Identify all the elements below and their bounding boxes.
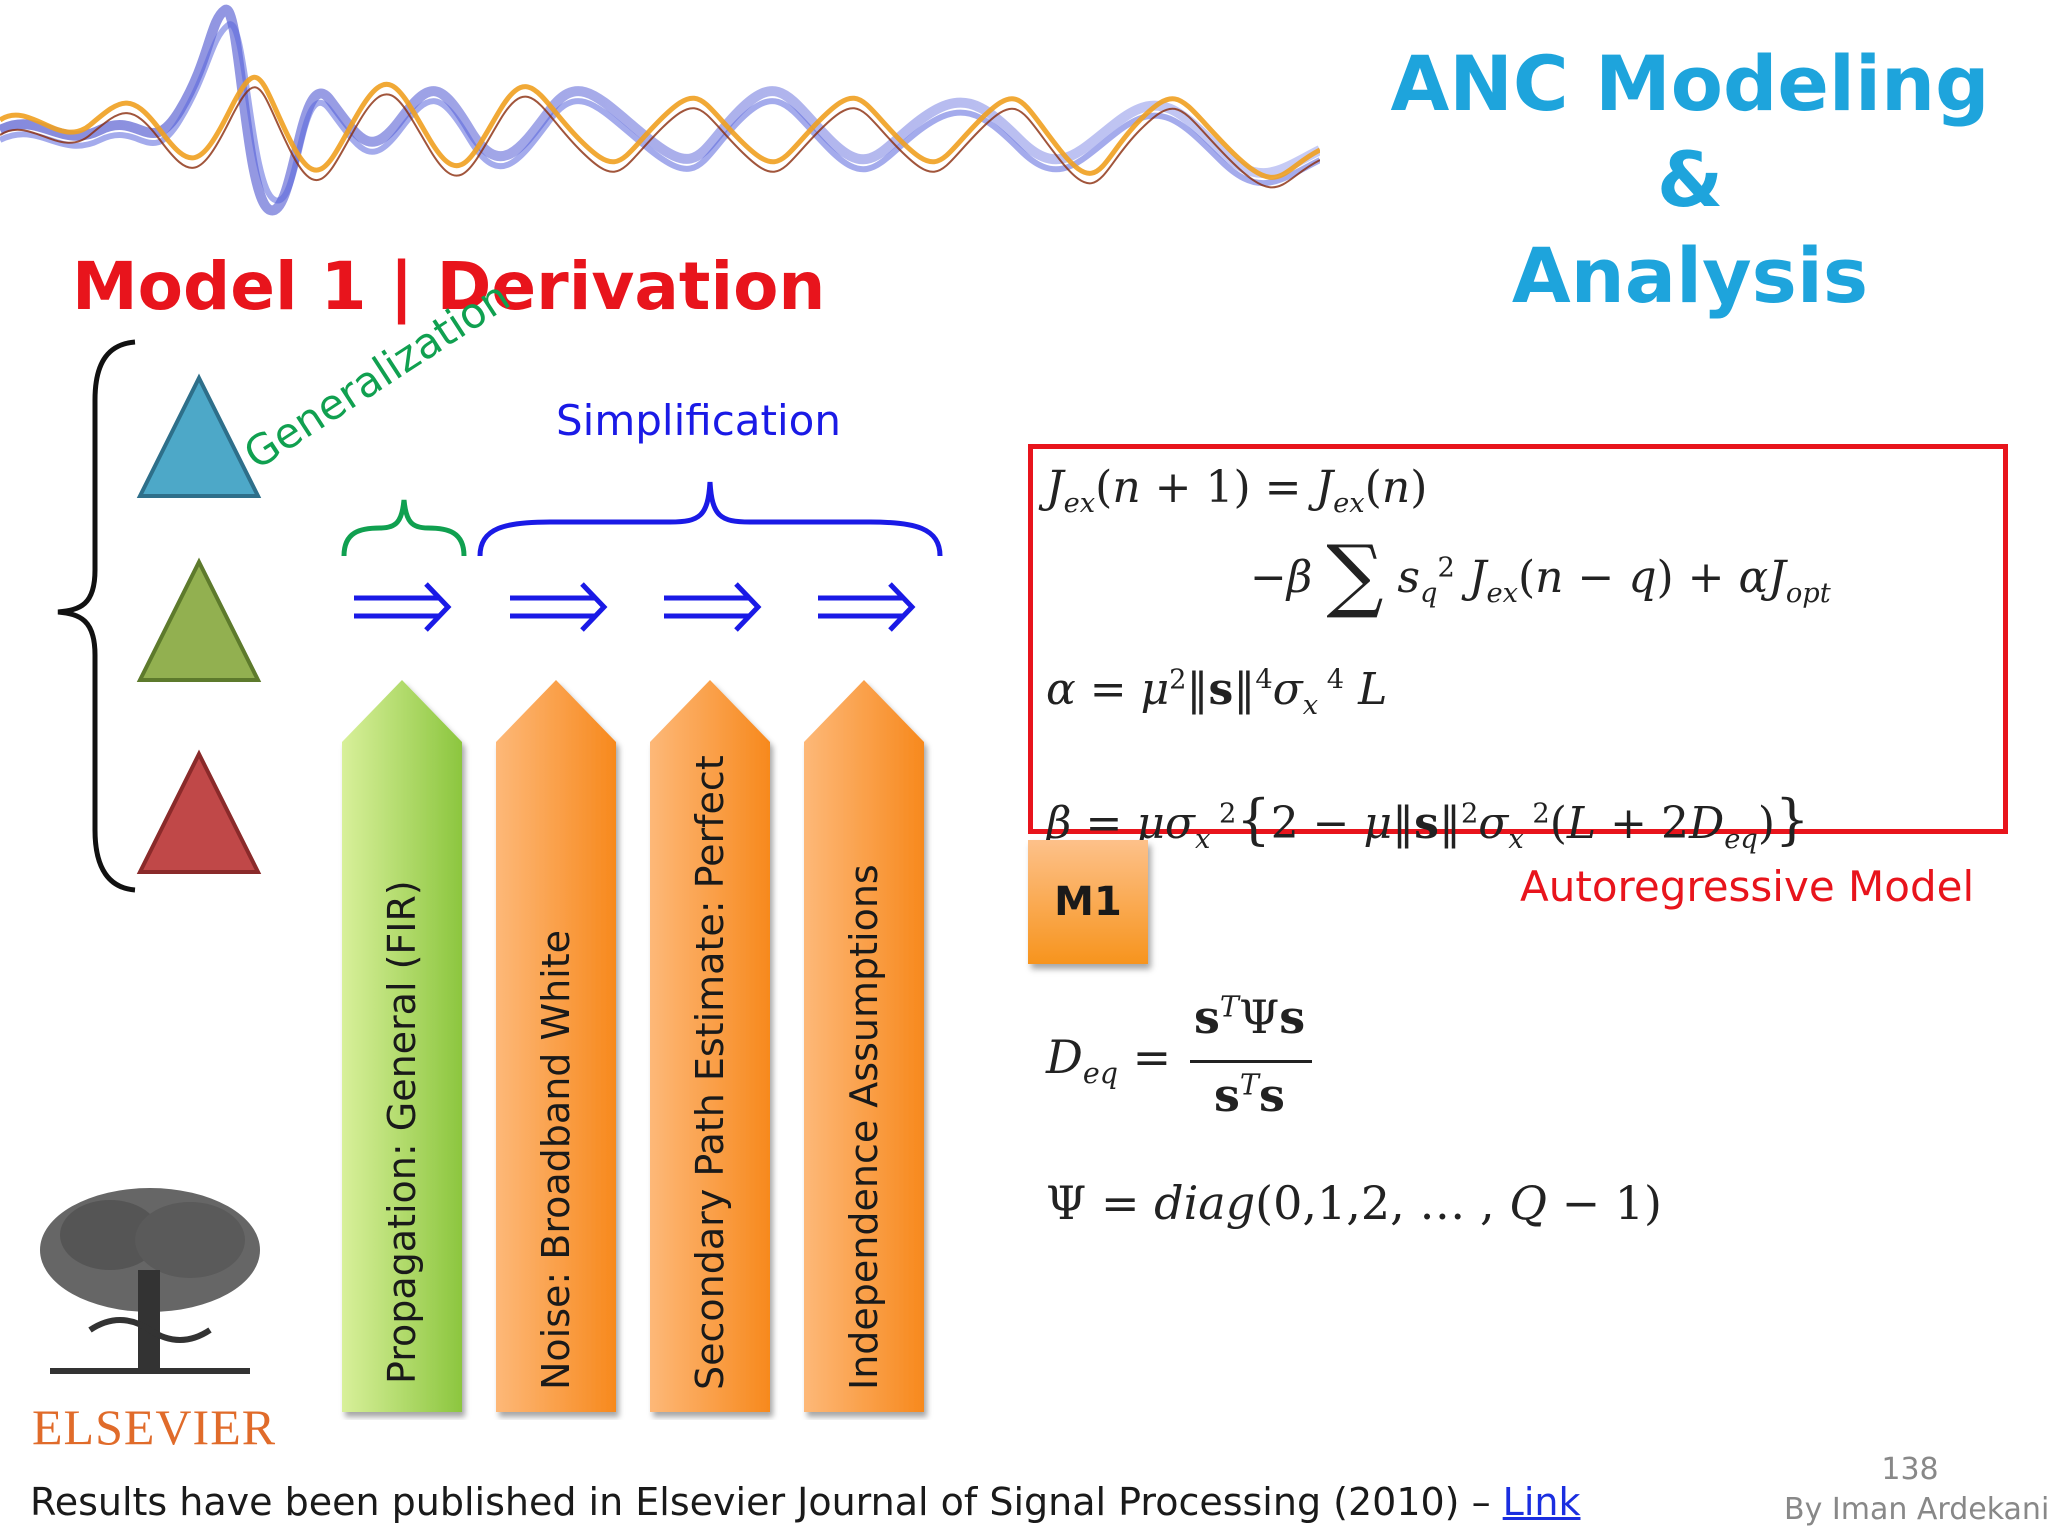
equation-alpha: α = μ2‖s‖4σx 4 L — [1046, 664, 1388, 721]
simplification-label: Simplification — [556, 396, 841, 445]
left-brace — [57, 339, 136, 893]
elsevier-logo-text: ELSEVIER — [32, 1399, 277, 1455]
model-badge: M1 — [1028, 840, 1148, 964]
section-title: Model 1 | Derivation — [72, 248, 826, 325]
arrow-bars — [342, 680, 924, 1412]
bar-noise — [496, 680, 616, 1412]
braces-and-arrows — [341, 481, 943, 632]
equation-psi: Ψ = diag(0,1,2, … , Q − 1) — [1046, 1176, 1663, 1230]
bar-label-independence: Independence Assumptions — [842, 864, 886, 1390]
fraction-bar — [1190, 1060, 1312, 1063]
equation-deq: Deq = — [1046, 1030, 1172, 1091]
bar-independence — [804, 680, 924, 1412]
equation-jex: Jex(n + 1) = Jex(n) — [1046, 462, 1428, 519]
elsevier-tree-logo — [40, 1188, 260, 1374]
title-line-1: ANC Modeling & — [1390, 39, 1990, 224]
bar-label-propagation: Propagation: General (FIR) — [380, 880, 424, 1384]
bar-propagation — [342, 680, 462, 1412]
footer-text: Results have been published in Elsevier … — [30, 1480, 1503, 1524]
implies-arrows — [354, 582, 916, 632]
wave-banner — [0, 4, 1320, 216]
author-credit: By Iman Ardekani — [1784, 1492, 2048, 1527]
footer-citation: Results have been published in Elsevier … — [30, 1480, 1581, 1524]
footer-link[interactable]: Link — [1502, 1480, 1581, 1524]
title-line-2: Analysis — [1511, 231, 1869, 320]
equation-box — [1028, 444, 2008, 834]
deq-denominator: sTs — [1214, 1068, 1285, 1122]
page-number: 138 — [1881, 1452, 1939, 1487]
deq-numerator: sTΨs — [1194, 990, 1306, 1044]
triangle-red-icon — [136, 749, 262, 874]
equation-jex-cont: −β ∑ sq2 Jex(n − q) + αJopt — [1250, 528, 1831, 621]
triangle-green-icon — [136, 557, 262, 682]
equation-beta: β = μσx 2{2 − μ‖s‖2σx 2(L + 2Deq)} — [1046, 788, 1810, 855]
model-caption: Autoregressive Model — [1520, 862, 1975, 911]
bar-label-noise: Noise: Broadband White — [534, 930, 578, 1390]
bar-secondary-path — [650, 680, 770, 1412]
triangle-blue-icon — [136, 373, 262, 498]
bar-label-secondary-path: Secondary Path Estimate: Perfect — [688, 755, 732, 1390]
page-title: ANC Modeling & Analysis — [1360, 36, 2020, 324]
